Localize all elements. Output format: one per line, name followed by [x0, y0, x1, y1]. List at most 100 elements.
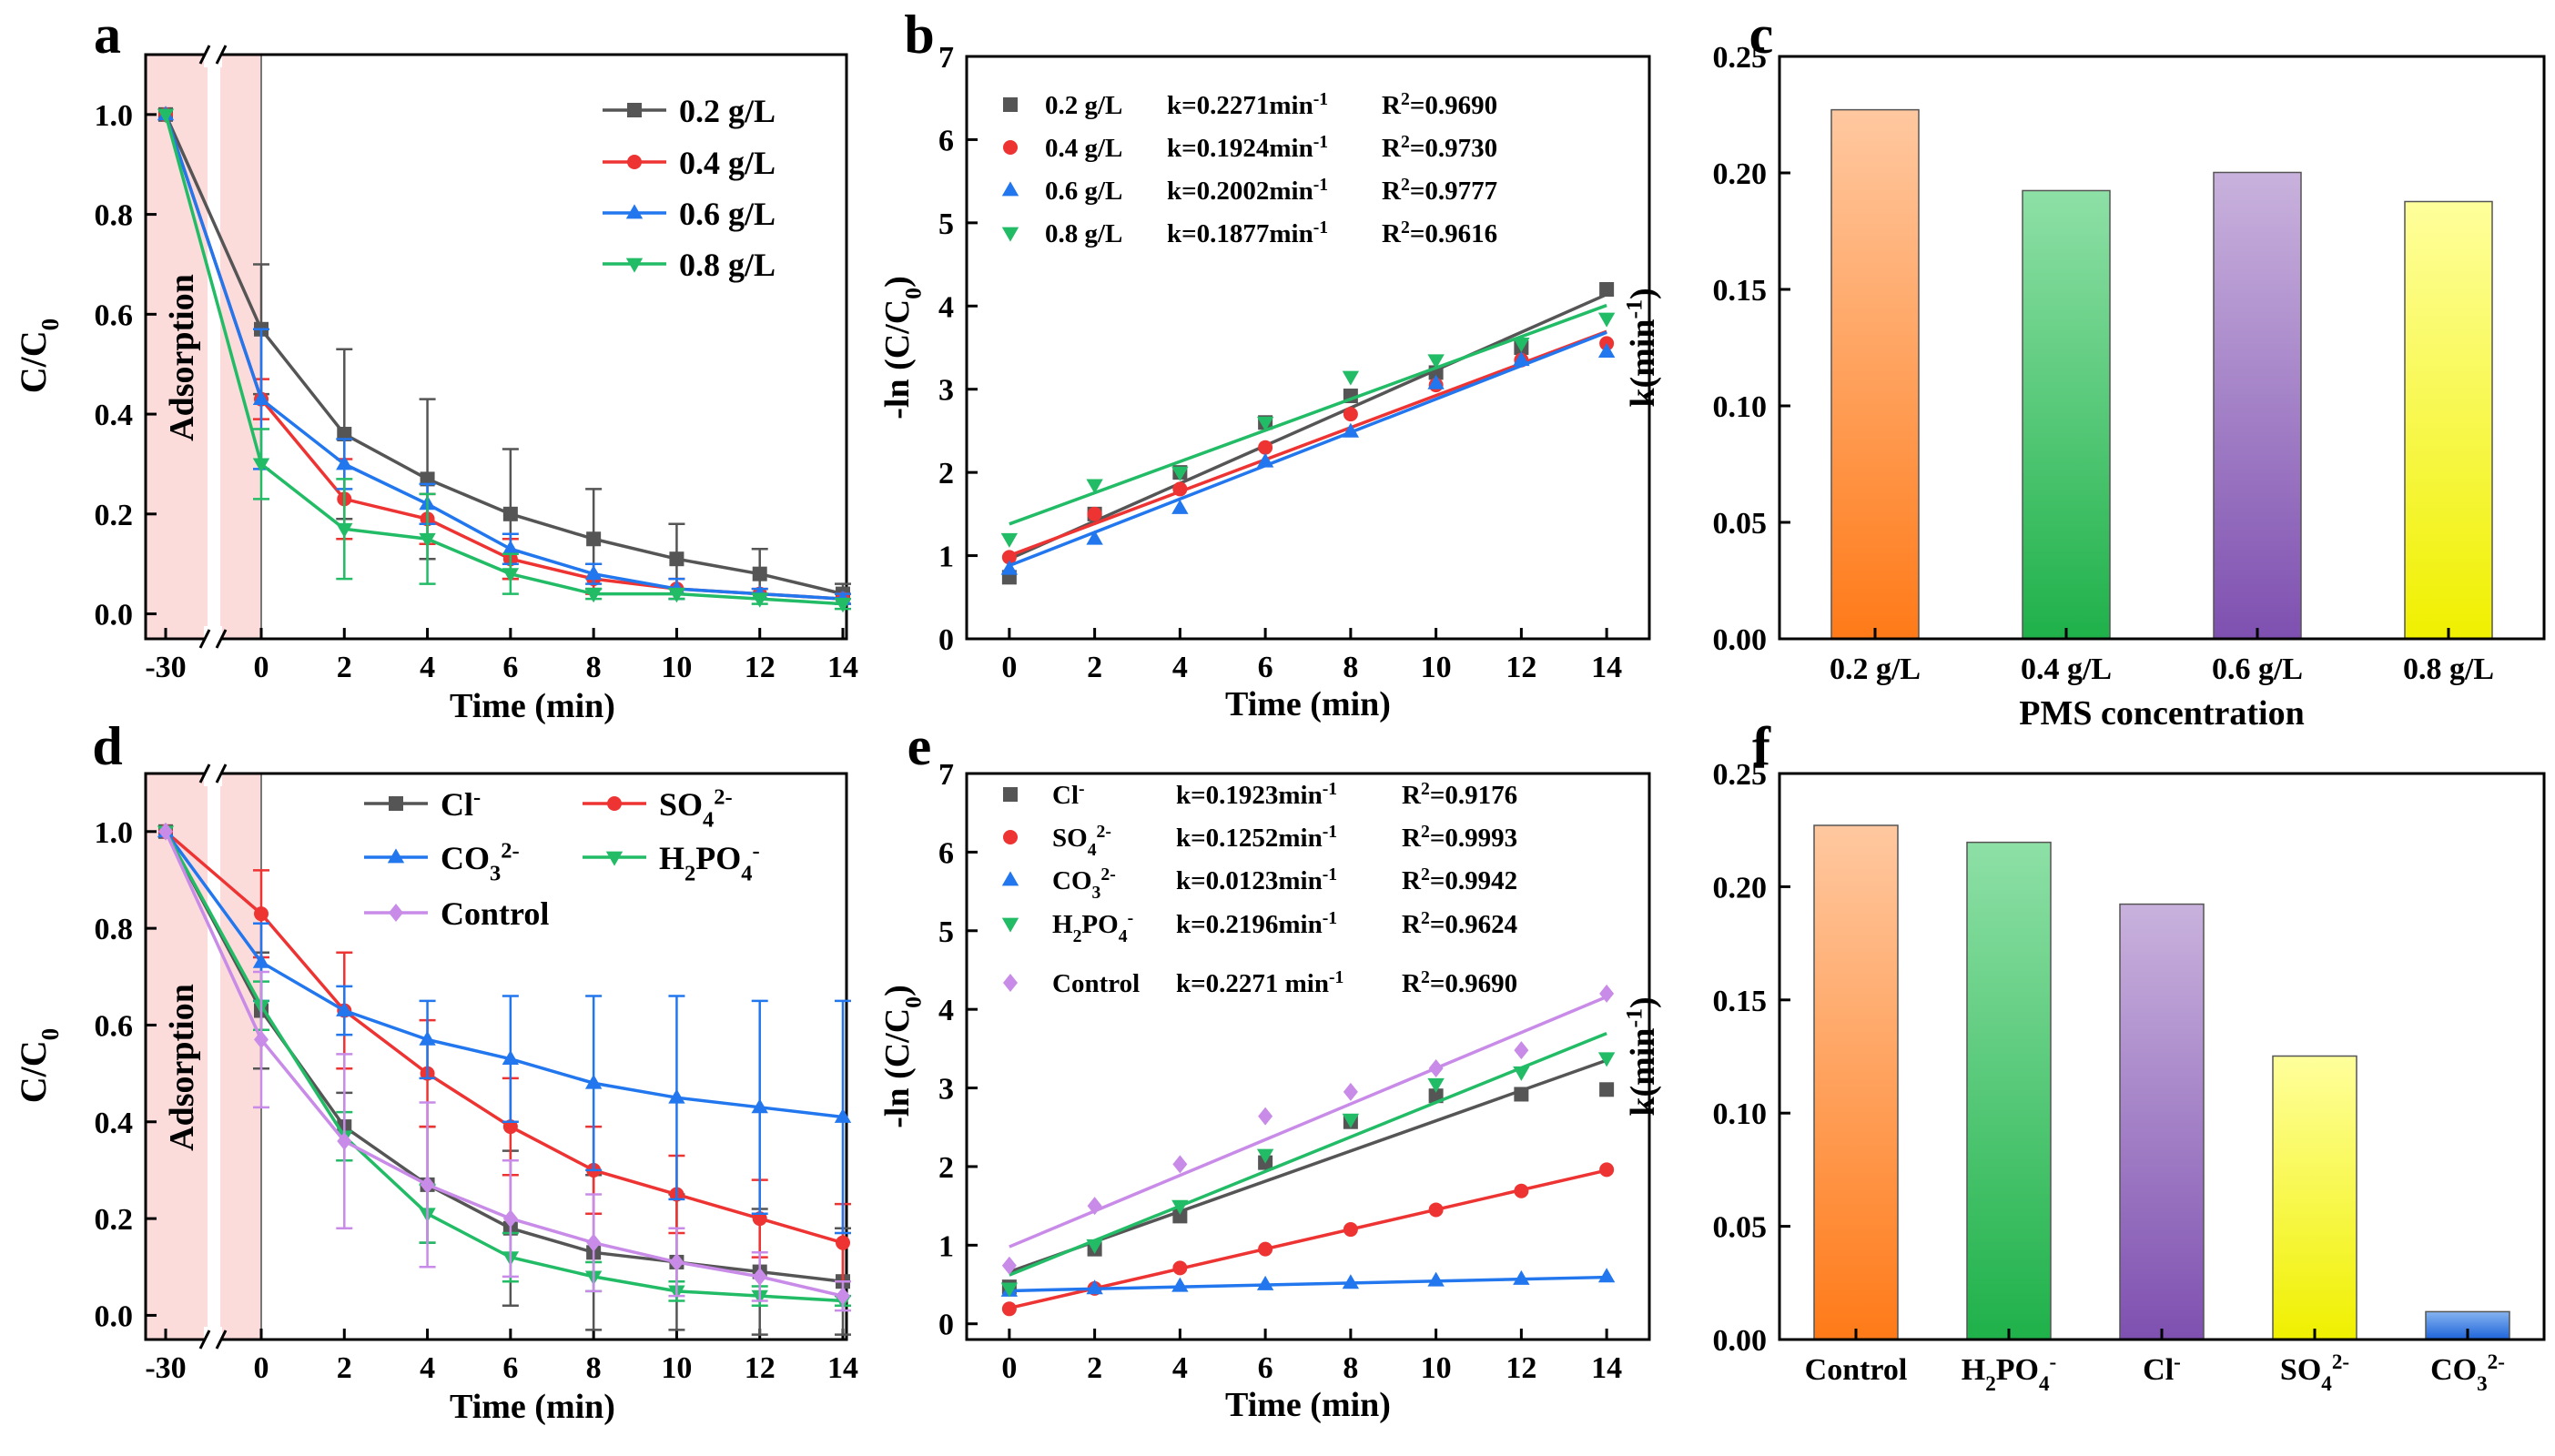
data-point	[1428, 1058, 1444, 1077]
legend-label: Control	[441, 895, 549, 932]
fit-line	[1009, 303, 1607, 526]
break-mark	[198, 45, 211, 65]
adsorption-shade	[220, 774, 261, 1340]
data-point	[336, 522, 353, 538]
y-tick-label: 6	[938, 836, 954, 870]
series-3	[1000, 1031, 1616, 1298]
data-point	[1513, 1269, 1530, 1285]
data-point	[1599, 1082, 1615, 1097]
data-point	[1171, 499, 1189, 514]
legend-item: 0.6 g/L k=0.2002min-1 R2=0.9777	[1001, 175, 1497, 206]
y-tick-label: 0.8	[95, 199, 134, 233]
x-tick-label: 10	[661, 651, 692, 684]
break-mark	[215, 45, 228, 65]
data-point	[1000, 560, 1019, 575]
x-tick-label: 0	[1001, 651, 1017, 684]
x-tick-label: 14	[827, 1351, 858, 1385]
data-point	[669, 551, 684, 567]
legend-r2: R2=0.9993	[1402, 822, 1517, 853]
data-point	[1342, 1113, 1360, 1128]
data-point	[586, 531, 602, 547]
legend-label: SO42-	[659, 784, 733, 832]
legend-label: CO32-	[1052, 864, 1116, 903]
y-tick-label: 0.00	[1713, 623, 1768, 657]
legend-marker	[1003, 974, 1018, 992]
x-tick-label: 0	[1001, 1351, 1017, 1385]
legend-k: k=0.2271min-1	[1167, 89, 1328, 120]
data-point	[1599, 282, 1615, 297]
data-point	[1597, 1052, 1616, 1067]
x-tick-label: 6	[1258, 651, 1273, 684]
break-mask	[204, 626, 222, 652]
y-tick-label: 0	[938, 1309, 954, 1342]
legend-label: 0.4 g/L	[1045, 134, 1122, 163]
legend-item: 0.8 g/L	[603, 247, 776, 283]
series-line	[164, 114, 844, 601]
data-point	[158, 822, 173, 841]
data-point	[752, 1267, 767, 1286]
series-line	[164, 114, 844, 606]
legend-item: 0.2 g/L k=0.2271min-1 R2=0.9690	[1003, 89, 1497, 120]
x-axis-title: Time (min)	[1225, 1386, 1391, 1424]
x-tick-label: Cl-	[2143, 1350, 2181, 1387]
y-tick-label: 6	[938, 124, 954, 157]
y-tick-label: 0.25	[1713, 758, 1768, 792]
x-tick-label: 8	[586, 1351, 602, 1385]
break-mark	[198, 629, 211, 649]
y-tick-label: 0.6	[95, 298, 134, 332]
data-point	[1514, 1041, 1529, 1060]
x-tick-label: H2PO4-	[1962, 1350, 2057, 1396]
data-point	[584, 1074, 603, 1089]
data-point	[752, 566, 767, 581]
legend-k: k=0.0123min-1	[1176, 864, 1337, 895]
data-point	[419, 1030, 436, 1046]
x-tick-label: 0	[254, 651, 269, 684]
legend-r2: R2=0.9690	[1402, 967, 1517, 998]
bar	[2404, 200, 2493, 640]
x-tick-label: 0	[254, 1351, 269, 1385]
x-tick-label: 4	[1172, 651, 1188, 684]
y-tick-label: 5	[938, 915, 954, 949]
legend-marker	[387, 848, 405, 864]
break-mask	[204, 761, 222, 786]
x-axis-title: Time (min)	[450, 1388, 615, 1426]
bar	[1966, 841, 2052, 1340]
x-tick-label: 4	[420, 1351, 435, 1385]
data-point	[1087, 1197, 1102, 1216]
data-point	[1256, 1275, 1274, 1290]
data-point	[1343, 407, 1358, 422]
data-point	[584, 588, 603, 603]
adsorption-label: Adsorption	[163, 274, 201, 441]
y-tick-label: 0.4	[95, 399, 134, 432]
y-tick-label: 2	[938, 1151, 954, 1185]
adsorption-shade	[220, 55, 261, 639]
data-point	[1599, 984, 1615, 1003]
y-tick-label: 0.15	[1713, 274, 1768, 308]
legend-k: k=0.2271 min-1	[1176, 967, 1343, 998]
fit-line	[1009, 995, 1607, 1249]
y-tick-label: 0.05	[1713, 507, 1768, 541]
y-tick-label: 0.00	[1713, 1324, 1768, 1358]
legend-label: 0.2 g/L	[679, 93, 776, 129]
data-point	[1171, 1277, 1189, 1292]
legend-r2: R2=0.9690	[1382, 89, 1497, 120]
x-axis-title: Time (min)	[1225, 685, 1391, 723]
break-mark	[215, 629, 228, 649]
x-tick-label: 6	[1258, 1351, 1273, 1385]
data-point	[1342, 422, 1360, 438]
legend-k: k=0.2196min-1	[1176, 908, 1337, 939]
data-point	[502, 1119, 518, 1135]
legend-item: 0.6 g/L	[603, 196, 776, 232]
x-tick-label: CO32-	[2430, 1350, 2505, 1396]
x-tick-label: 2	[1087, 651, 1102, 684]
legend-label: SO42-	[1052, 822, 1111, 860]
x-tick-label: Control	[1805, 1353, 1908, 1387]
x-tick-label: 12	[1506, 651, 1536, 684]
x-tick-label: 0.4 g/L	[2021, 652, 2112, 686]
y-tick-label: 3	[938, 1073, 954, 1107]
y-tick-label: 0.10	[1713, 1097, 1768, 1131]
y-tick-label: 0.05	[1713, 1211, 1768, 1245]
data-point	[254, 1030, 269, 1049]
legend-marker	[389, 904, 403, 922]
